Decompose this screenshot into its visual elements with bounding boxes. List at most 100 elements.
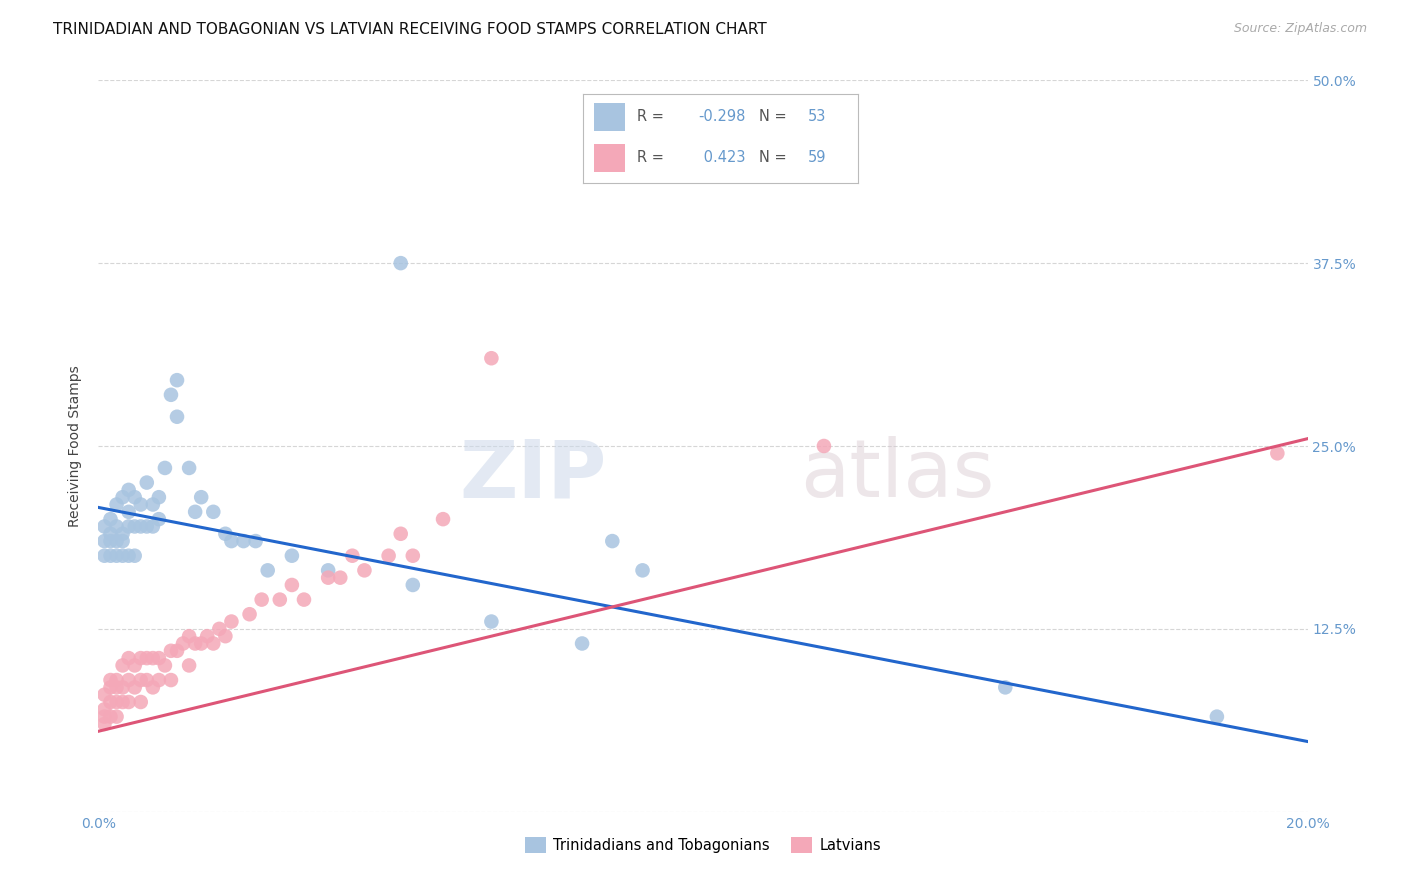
Text: TRINIDADIAN AND TOBAGONIAN VS LATVIAN RECEIVING FOOD STAMPS CORRELATION CHART: TRINIDADIAN AND TOBAGONIAN VS LATVIAN RE… bbox=[53, 22, 768, 37]
Point bbox=[377, 549, 399, 563]
Point bbox=[172, 636, 194, 650]
Bar bbox=[595, 144, 624, 172]
Text: 53: 53 bbox=[808, 110, 827, 124]
Point bbox=[389, 526, 412, 541]
Point bbox=[118, 673, 141, 687]
Point bbox=[105, 709, 128, 723]
Point bbox=[153, 461, 176, 475]
Point bbox=[124, 549, 146, 563]
Text: 0.423: 0.423 bbox=[699, 151, 745, 165]
Point bbox=[118, 695, 141, 709]
Point bbox=[481, 351, 503, 366]
Point bbox=[190, 490, 212, 504]
Point bbox=[129, 651, 152, 665]
Point bbox=[111, 490, 134, 504]
Point bbox=[153, 658, 176, 673]
Point bbox=[118, 651, 141, 665]
Text: ZIP: ZIP bbox=[458, 436, 606, 515]
Point bbox=[232, 534, 254, 549]
Point bbox=[402, 578, 425, 592]
Point bbox=[135, 673, 157, 687]
Point bbox=[148, 490, 170, 504]
Point bbox=[129, 695, 152, 709]
Point bbox=[1206, 709, 1229, 723]
Point bbox=[124, 490, 146, 504]
Point bbox=[100, 526, 122, 541]
Point bbox=[111, 695, 134, 709]
Point bbox=[118, 505, 141, 519]
Point bbox=[105, 534, 128, 549]
Point bbox=[118, 519, 141, 533]
Point bbox=[129, 673, 152, 687]
Point bbox=[214, 526, 236, 541]
Point bbox=[105, 549, 128, 563]
Point bbox=[329, 571, 352, 585]
Point bbox=[129, 498, 152, 512]
Text: -0.298: -0.298 bbox=[699, 110, 747, 124]
Text: N =: N = bbox=[759, 110, 786, 124]
Point bbox=[292, 592, 315, 607]
Point bbox=[208, 622, 231, 636]
Point bbox=[190, 636, 212, 650]
Point bbox=[93, 519, 115, 533]
Point bbox=[166, 644, 188, 658]
Point bbox=[195, 629, 218, 643]
Point bbox=[100, 695, 122, 709]
Point bbox=[160, 388, 183, 402]
Text: 59: 59 bbox=[808, 151, 827, 165]
Point bbox=[118, 483, 141, 497]
Point bbox=[245, 534, 267, 549]
Point bbox=[148, 512, 170, 526]
Point bbox=[160, 644, 183, 658]
Text: R =: R = bbox=[637, 110, 664, 124]
Point bbox=[124, 519, 146, 533]
Point bbox=[111, 681, 134, 695]
Point bbox=[100, 549, 122, 563]
Text: Source: ZipAtlas.com: Source: ZipAtlas.com bbox=[1233, 22, 1367, 36]
Point bbox=[184, 636, 207, 650]
Point bbox=[994, 681, 1017, 695]
Point bbox=[105, 695, 128, 709]
Text: atlas: atlas bbox=[800, 436, 994, 515]
Point bbox=[111, 658, 134, 673]
Y-axis label: Receiving Food Stamps: Receiving Food Stamps bbox=[69, 365, 83, 527]
Text: N =: N = bbox=[759, 151, 786, 165]
Point bbox=[342, 549, 364, 563]
Point bbox=[202, 505, 225, 519]
Point bbox=[100, 534, 122, 549]
Point bbox=[142, 498, 165, 512]
Point bbox=[179, 658, 201, 673]
Point bbox=[148, 651, 170, 665]
Point bbox=[100, 709, 122, 723]
Point bbox=[105, 673, 128, 687]
Point bbox=[166, 409, 188, 424]
Point bbox=[100, 681, 122, 695]
Point bbox=[269, 592, 291, 607]
Point bbox=[256, 563, 278, 577]
Point bbox=[481, 615, 503, 629]
Point bbox=[179, 461, 201, 475]
Point bbox=[281, 549, 304, 563]
Point bbox=[602, 534, 624, 549]
Point bbox=[93, 717, 115, 731]
Point bbox=[389, 256, 412, 270]
Point bbox=[402, 549, 425, 563]
Text: R =: R = bbox=[637, 151, 664, 165]
Point bbox=[118, 549, 141, 563]
Point bbox=[571, 636, 593, 650]
Point bbox=[148, 673, 170, 687]
Point bbox=[1267, 446, 1289, 460]
Point bbox=[184, 505, 207, 519]
Point bbox=[142, 519, 165, 533]
Point bbox=[239, 607, 262, 622]
Point bbox=[281, 578, 304, 592]
Point bbox=[93, 688, 115, 702]
Point bbox=[142, 651, 165, 665]
Point bbox=[142, 681, 165, 695]
Point bbox=[353, 563, 375, 577]
Point bbox=[160, 673, 183, 687]
Point bbox=[111, 534, 134, 549]
Point bbox=[111, 549, 134, 563]
Point bbox=[135, 651, 157, 665]
Point bbox=[93, 549, 115, 563]
